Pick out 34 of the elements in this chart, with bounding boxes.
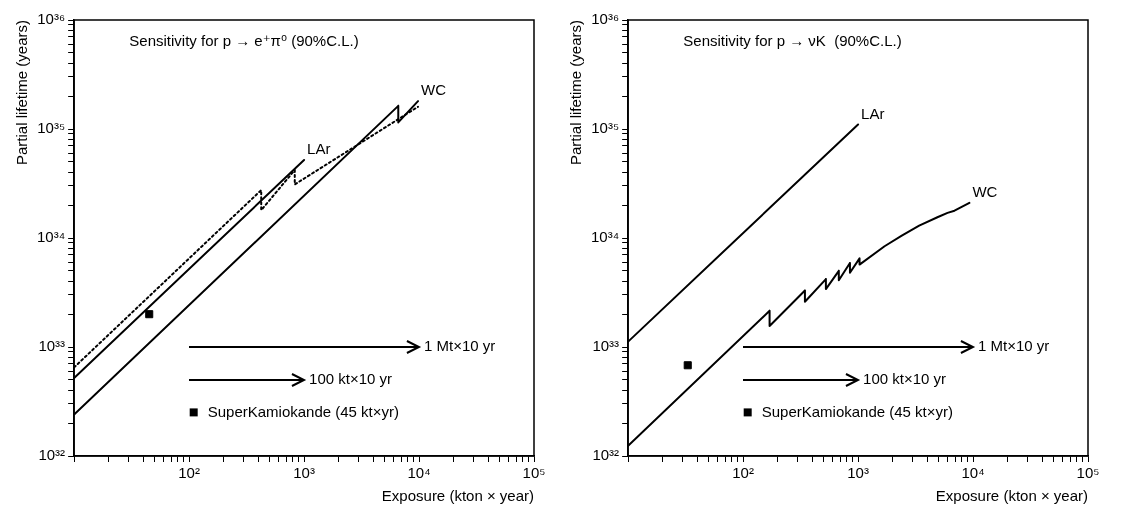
y-tick-label: 10³² — [38, 446, 66, 464]
annotation: 100 kt×10 yr — [863, 369, 947, 387]
text: Sensitivity for p → e⁺π⁰ (90%C.L.) — [129, 32, 359, 50]
series-label: WC — [972, 183, 998, 201]
y-tick-label: 10³³ — [592, 337, 620, 355]
x-tick-label: 10⁴ — [961, 464, 985, 482]
text: Sensitivity for p → νK (90%C.L.) — [683, 32, 902, 50]
x-tick-label: 10³ — [847, 464, 869, 482]
y-tick-label: 10³⁶ — [37, 10, 66, 28]
x-axis-title: Exposure (kton × year) — [935, 487, 1088, 505]
legend-label: SuperKamiokande (45 kt×yr) — [207, 402, 400, 420]
y-tick-label: 10³⁵ — [37, 119, 66, 137]
annotation: 1 Mt×10 yr — [978, 337, 1050, 355]
y-tick-label: 10³³ — [38, 337, 66, 355]
y-axis-title: Partial lifetime (years) — [13, 20, 31, 166]
y-tick-label: 10³² — [592, 446, 620, 464]
series-label: LAr — [307, 140, 331, 158]
x-tick-label: 10² — [178, 464, 200, 482]
annotation: 100 kt×10 yr — [309, 369, 393, 387]
x-tick-label: 10² — [732, 464, 754, 482]
y-tick-label: 10³⁴ — [591, 228, 620, 246]
x-tick-label: 10³ — [293, 464, 315, 482]
x-tick-label: 10⁴ — [407, 464, 431, 482]
x-tick-label: 10⁵ — [522, 464, 546, 482]
series-label: WC — [421, 81, 447, 99]
y-tick-label: 10³⁶ — [591, 10, 620, 28]
x-tick-label: 10⁵ — [1076, 464, 1100, 482]
y-tick-label: 10³⁴ — [37, 228, 66, 246]
series-label: LAr — [861, 104, 885, 122]
y-tick-label: 10³⁵ — [591, 119, 620, 137]
legend-label: SuperKamiokande (45 kt×yr) — [761, 402, 954, 420]
x-axis-title: Exposure (kton × year) — [381, 487, 534, 505]
annotation: 1 Mt×10 yr — [424, 337, 496, 355]
y-axis-title: Partial lifetime (years) — [567, 20, 585, 166]
